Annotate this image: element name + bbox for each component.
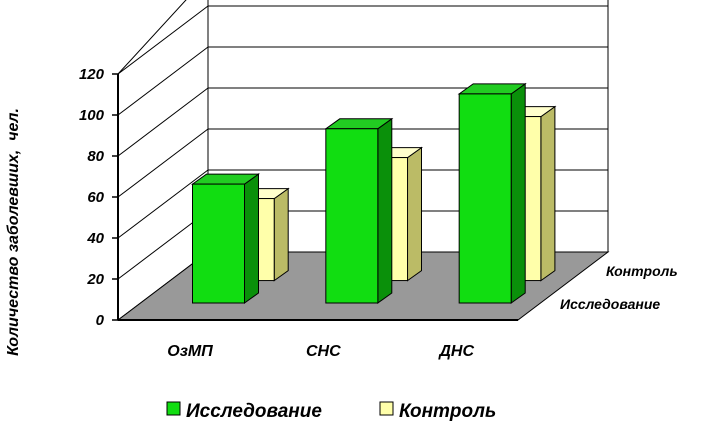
legend-swatch-control — [379, 401, 394, 416]
y-tick-label: 0 — [96, 312, 105, 329]
bar-front-face — [458, 93, 512, 304]
bar-research-1 — [324, 117, 394, 304]
gridline-side — [117, 5, 209, 75]
gridline-side — [117, 128, 209, 198]
bar-front-face — [192, 183, 245, 304]
category-labels: ОзМП СНС ДНС — [167, 343, 474, 360]
category-label: ОзМП — [167, 343, 213, 360]
bar-side-face — [273, 187, 289, 282]
y-tick-label: 120 — [79, 66, 105, 83]
bar-side-face — [540, 105, 556, 282]
depth-labels: Контроль Исследование — [560, 263, 678, 312]
legend-label-control: Контроль — [399, 401, 496, 422]
bar-research-2 — [457, 82, 527, 304]
bar-research-0 — [190, 173, 261, 304]
bar-side-face — [377, 117, 393, 304]
bar-side-face — [407, 146, 422, 282]
y-axis-label: Количество заболевших, чел. — [5, 108, 22, 356]
bar-front-face — [325, 128, 379, 304]
y-tick-label: 60 — [87, 189, 104, 206]
y-tick-label: 20 — [86, 271, 104, 288]
y-tick-label: 100 — [79, 107, 105, 124]
y-tick-label: 80 — [87, 148, 104, 165]
gridline-side — [117, 46, 209, 116]
depth-label: Исследование — [560, 296, 660, 312]
category-label: СНС — [306, 343, 341, 360]
depth-label: Контроль — [606, 263, 678, 279]
bar-side-face — [510, 82, 526, 304]
gridline-side — [117, 169, 209, 239]
y-tick-labels: 0 20 40 60 80 100 120 — [79, 66, 105, 329]
legend-label-research: Исследование — [186, 401, 322, 422]
y-tick-label: 40 — [86, 230, 104, 247]
category-label: ДНС — [437, 343, 474, 360]
bar-side-face — [244, 173, 259, 304]
legend: Исследование Контроль — [166, 401, 496, 422]
gridline-side — [117, 87, 209, 157]
bars — [190, 82, 557, 304]
legend-swatch-research — [166, 401, 181, 416]
